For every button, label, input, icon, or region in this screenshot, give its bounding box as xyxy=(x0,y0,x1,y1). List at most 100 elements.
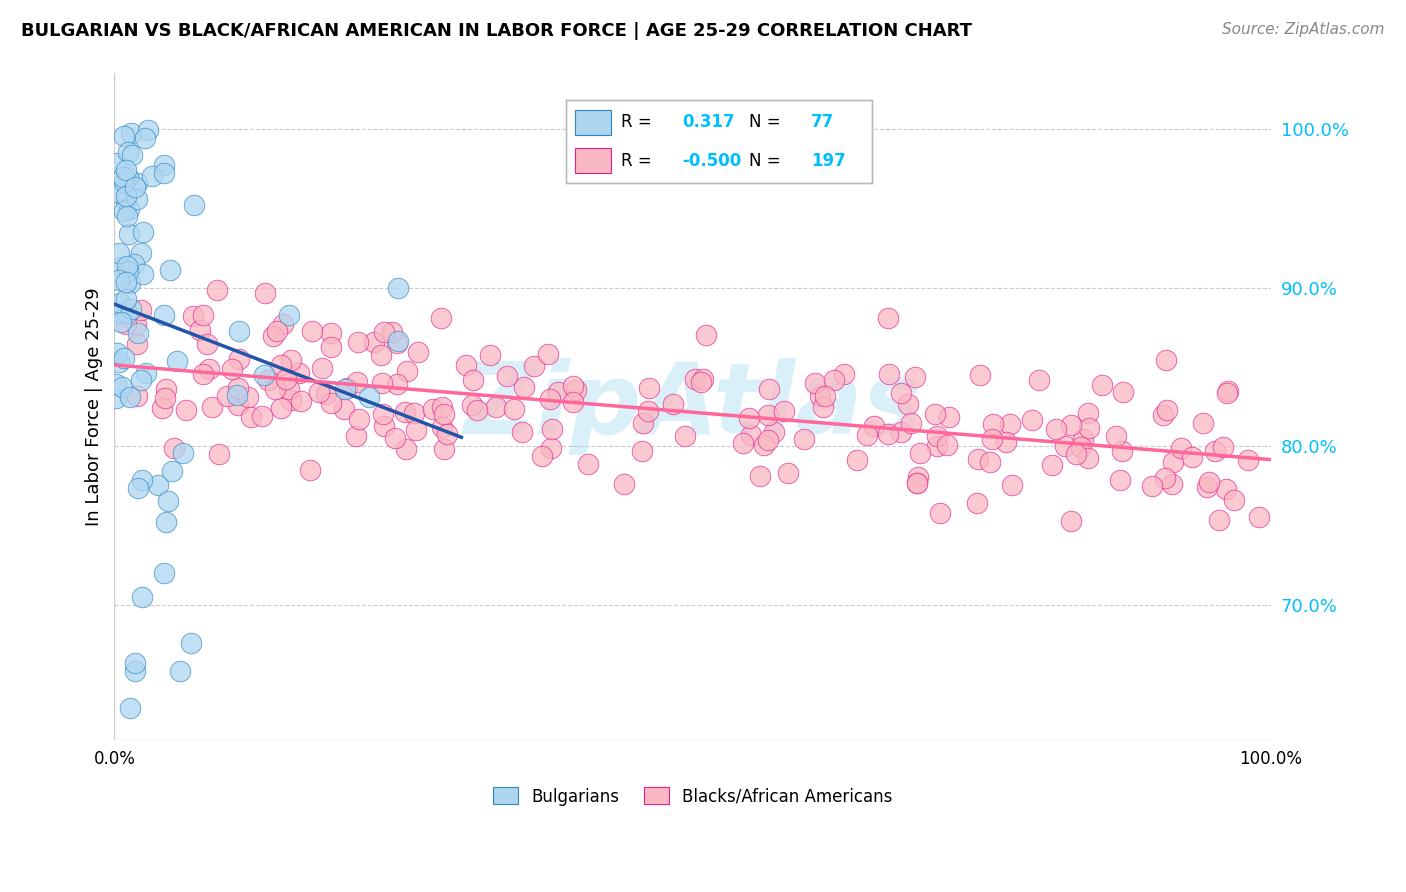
Point xyxy=(387,334,409,349)
Point xyxy=(778,466,800,480)
Point xyxy=(180,635,202,649)
Point xyxy=(1078,421,1101,435)
Point xyxy=(155,382,177,396)
Point xyxy=(406,345,429,359)
Point xyxy=(756,434,779,448)
Point xyxy=(110,315,132,329)
Point xyxy=(904,369,927,384)
Point xyxy=(118,202,141,216)
Point xyxy=(193,308,215,322)
Point xyxy=(373,407,395,421)
Point xyxy=(758,382,780,396)
Point xyxy=(436,427,458,442)
Point xyxy=(153,308,176,322)
Point xyxy=(740,427,762,442)
Point xyxy=(115,318,138,332)
Point xyxy=(1091,377,1114,392)
Point xyxy=(120,301,142,316)
Point xyxy=(432,400,454,414)
Point xyxy=(1111,443,1133,458)
Point xyxy=(181,309,204,323)
Point xyxy=(1223,492,1246,507)
Point xyxy=(188,323,211,337)
Point xyxy=(262,329,284,343)
Point xyxy=(315,387,337,401)
Point xyxy=(561,379,583,393)
Point xyxy=(1040,458,1063,472)
Point xyxy=(373,419,395,434)
Point xyxy=(256,373,278,387)
Point xyxy=(110,306,132,320)
Point xyxy=(422,401,444,416)
Point xyxy=(344,428,367,442)
Point xyxy=(1215,483,1237,497)
Point xyxy=(966,496,988,510)
Point xyxy=(927,438,949,452)
Point xyxy=(513,380,536,394)
Point xyxy=(731,435,754,450)
Point xyxy=(191,367,214,381)
Point xyxy=(927,429,949,443)
Point xyxy=(122,257,145,271)
Point xyxy=(890,425,912,440)
Point xyxy=(461,373,484,387)
Point xyxy=(863,419,886,434)
Point xyxy=(695,327,717,342)
Point xyxy=(979,455,1001,469)
Point xyxy=(131,473,153,487)
Point xyxy=(201,400,224,414)
Point xyxy=(683,371,706,385)
Point xyxy=(104,186,127,200)
Point xyxy=(385,376,408,391)
Point xyxy=(877,310,900,325)
Point xyxy=(159,263,181,277)
Point xyxy=(967,452,990,467)
Point xyxy=(124,664,146,678)
Point xyxy=(118,227,141,241)
Point xyxy=(396,364,419,378)
Point xyxy=(120,126,142,140)
Point xyxy=(169,664,191,678)
Point xyxy=(1071,432,1094,446)
Point xyxy=(938,409,960,424)
Point xyxy=(117,145,139,159)
Point xyxy=(793,432,815,446)
Point xyxy=(228,397,250,411)
Point xyxy=(385,336,408,351)
Point xyxy=(538,392,561,406)
Point xyxy=(924,407,946,421)
Point xyxy=(1070,440,1092,454)
Point xyxy=(689,375,711,389)
Point xyxy=(114,293,136,307)
Point xyxy=(384,431,406,445)
Point xyxy=(994,434,1017,449)
Point xyxy=(907,469,929,483)
Point xyxy=(1156,352,1178,367)
Legend: Bulgarians, Blacks/African Americans: Bulgarians, Blacks/African Americans xyxy=(486,780,900,813)
Point xyxy=(271,318,294,332)
Point xyxy=(117,263,139,277)
Point xyxy=(319,396,342,410)
Point xyxy=(637,404,659,418)
Point xyxy=(1212,440,1234,454)
Point xyxy=(112,128,135,143)
Point xyxy=(808,389,831,403)
Point xyxy=(381,325,404,339)
Point xyxy=(236,390,259,404)
Point xyxy=(239,410,262,425)
Point xyxy=(1028,373,1050,387)
Point xyxy=(673,429,696,443)
Point xyxy=(107,273,129,287)
Point xyxy=(117,170,139,185)
Point xyxy=(347,335,370,350)
Point xyxy=(1216,384,1239,398)
Point xyxy=(270,401,292,415)
Point xyxy=(536,347,558,361)
Point xyxy=(429,310,451,325)
Point xyxy=(129,372,152,386)
Point xyxy=(936,438,959,452)
Point xyxy=(395,442,418,457)
Point xyxy=(576,457,599,471)
Point xyxy=(897,397,920,411)
Point xyxy=(832,367,855,381)
